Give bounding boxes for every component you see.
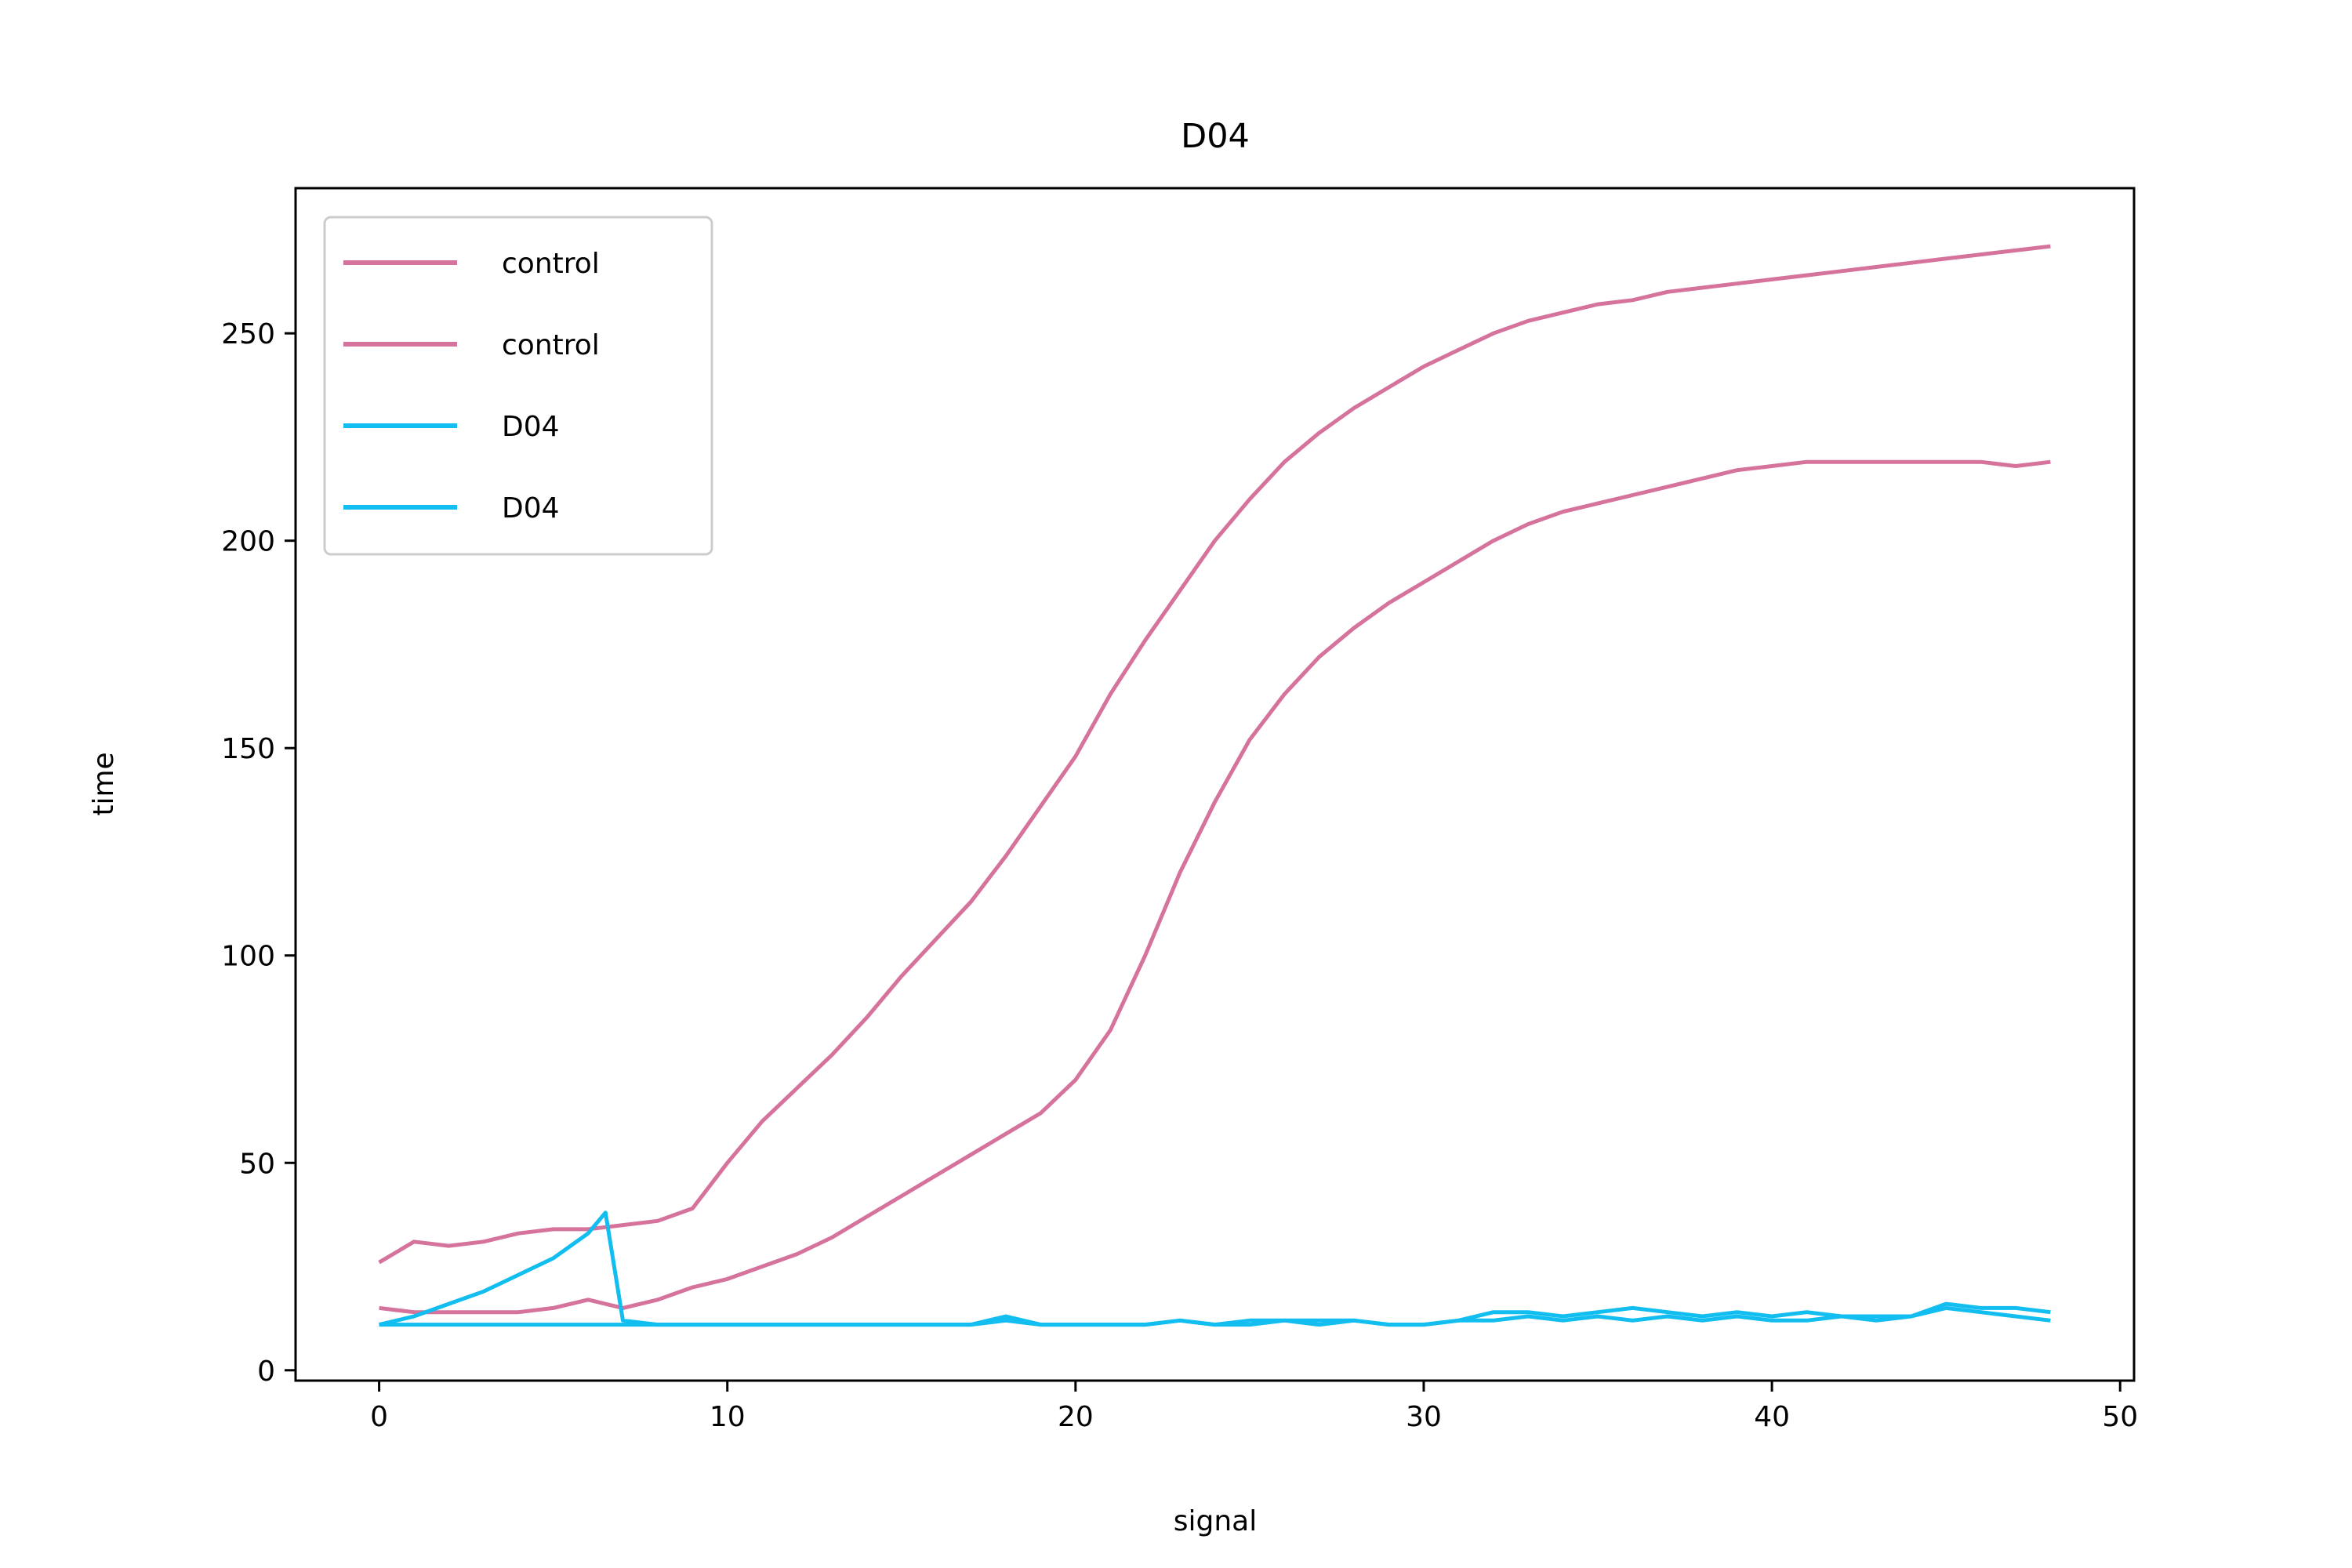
y-axis-label: time [88,752,120,815]
legend: control control D04 D04 [323,216,713,556]
series-line-d04-4 [379,1301,2051,1327]
y-axis: 0 50 100 150 200 250 [221,318,296,1388]
x-tick-label: 20 [1058,1401,1094,1433]
y-tick-label: 50 [239,1148,275,1180]
y-tick-label: 100 [221,941,275,973]
chart-title: D04 [1181,117,1250,156]
x-tick-label: 50 [2102,1401,2138,1433]
y-tick-label: 200 [221,526,275,558]
x-axis: 0 10 20 30 40 50 [370,1381,2138,1433]
legend-label: D04 [502,492,560,524]
legend-label: control [502,329,600,361]
series-line-d04-3 [379,1210,2051,1327]
x-tick-label: 40 [1754,1401,1790,1433]
series-line-control-2 [379,459,2051,1315]
x-tick-label: 0 [370,1401,388,1433]
x-axis-label: signal [1174,1505,1258,1537]
y-tick-label: 150 [221,733,275,765]
y-tick-label: 0 [257,1356,275,1388]
plot-frame [294,187,2136,1382]
x-tick-label: 30 [1406,1401,1442,1433]
series-line-control-1 [378,244,2051,1265]
y-tick-label: 250 [221,318,275,350]
plot-lines [378,244,2051,1327]
legend-frame [323,216,713,556]
legend-label: control [502,248,600,280]
legend-label: D04 [502,411,560,443]
x-tick-label: 10 [710,1401,746,1433]
